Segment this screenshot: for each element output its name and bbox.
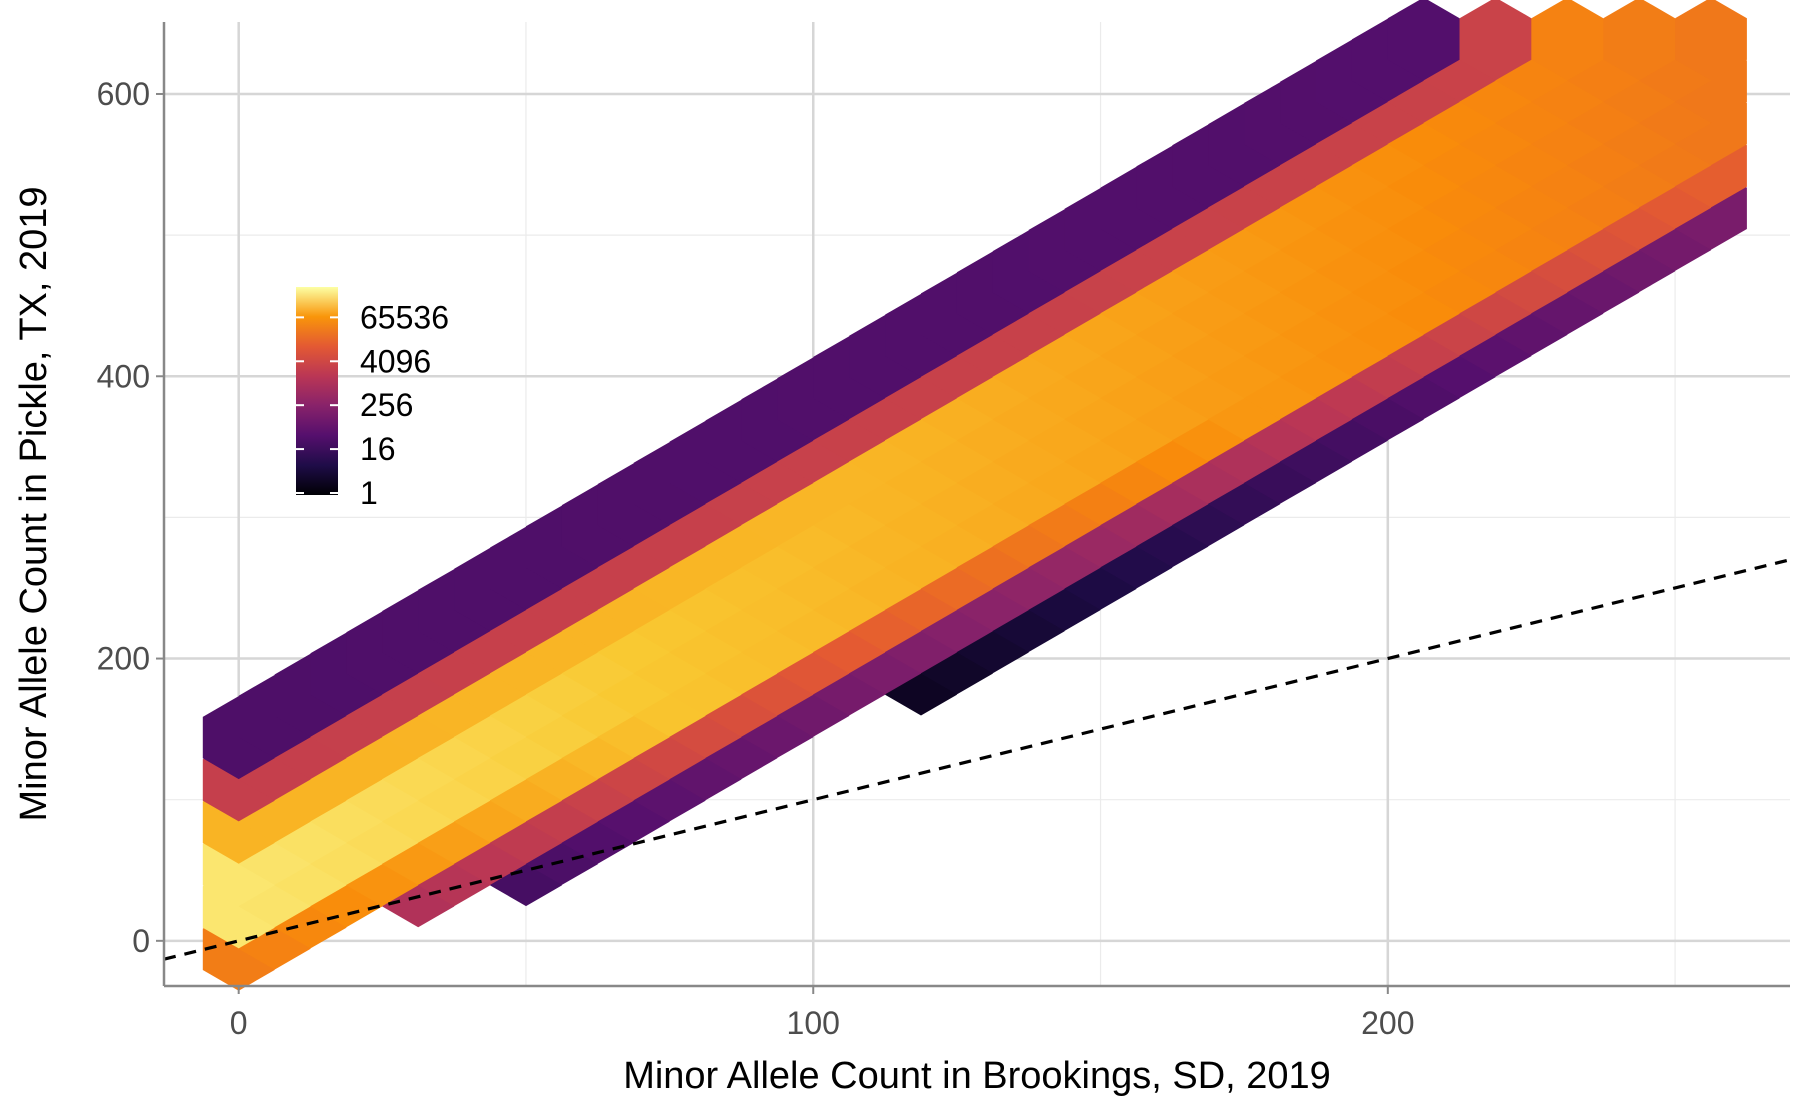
legend-label: 16 [360,431,396,467]
tick-labels: 0 100 200 0 200 400 600 [97,76,1415,1041]
legend-label: 256 [360,387,413,423]
hex-cell [1675,0,1747,81]
legend-label: 4096 [360,343,431,379]
axes [162,22,1790,988]
reference-line [163,558,1791,961]
y-tick-label: 200 [97,641,150,677]
hex-cell [1387,0,1460,81]
identity-dashed-line [163,558,1791,961]
legend-label: 65536 [360,299,449,335]
legend-label: 1 [360,475,378,511]
y-tick-label: 0 [132,923,150,959]
x-tick-label: 100 [787,1005,840,1041]
color-legend: 65536 4096 256 16 1 [296,287,449,511]
legend-ticks: 65536 4096 256 16 1 [296,299,449,511]
x-axis-title: Minor Allele Count in Brookings, SD, 201… [623,1055,1331,1097]
y-axis-title: Minor Allele Count in Pickle, TX, 2019 [13,186,55,821]
hex-cell [1459,0,1532,81]
x-tick-label: 200 [1361,1005,1414,1041]
legend-colorbar [296,287,338,495]
x-tick-label: 0 [230,1005,248,1041]
hex-cell [1603,0,1676,81]
hex-cell [1531,0,1604,81]
y-tick-label: 600 [97,76,150,112]
y-tick-label: 400 [97,358,150,394]
hexbin-cells [202,0,1747,991]
